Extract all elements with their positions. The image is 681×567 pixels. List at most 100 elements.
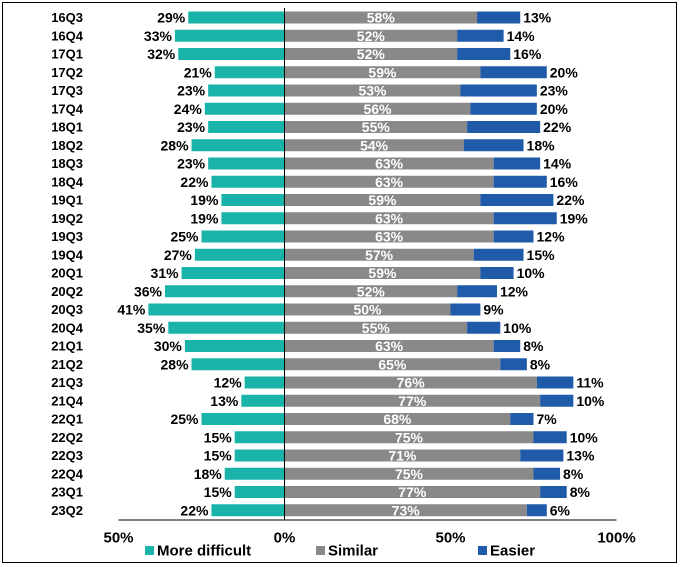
- bar-more-difficult: [184, 340, 285, 352]
- data-label-similar: 53%: [358, 83, 387, 99]
- category-label: 21Q2: [51, 357, 83, 372]
- bar-easier: [493, 157, 541, 170]
- data-label-easier: 8%: [570, 484, 591, 500]
- legend-label: Similar: [328, 543, 378, 560]
- data-label-more-difficult: 18%: [194, 466, 223, 482]
- bar-similar: [284, 48, 458, 60]
- data-label-more-difficult: 25%: [170, 229, 199, 245]
- category-label: 23Q2: [51, 503, 83, 518]
- data-label-more-difficult: 36%: [134, 283, 163, 299]
- bar-more-difficult: [208, 84, 285, 97]
- data-label-similar: 77%: [398, 393, 427, 409]
- legend-label: Easier: [490, 543, 535, 560]
- x-tick-label: 100%: [597, 530, 635, 547]
- data-label-more-difficult: 27%: [164, 247, 193, 263]
- bar-more-difficult: [221, 212, 285, 225]
- bar-more-difficult: [204, 102, 285, 115]
- bar-easier: [533, 431, 567, 444]
- data-label-easier: 18%: [527, 137, 556, 153]
- data-label-easier: 8%: [530, 356, 551, 372]
- category-label: 20Q3: [51, 302, 83, 317]
- bar-easier: [493, 230, 534, 243]
- data-label-more-difficult: 15%: [204, 429, 233, 445]
- data-label-similar: 71%: [388, 448, 417, 464]
- bar-easier: [493, 212, 557, 225]
- bar-easier: [520, 449, 564, 462]
- bar-similar: [284, 175, 494, 188]
- data-label-more-difficult: 28%: [161, 137, 190, 153]
- data-label-more-difficult: 24%: [174, 101, 203, 117]
- bar-similar: [284, 504, 527, 517]
- bar-similar: [284, 486, 541, 498]
- data-label-more-difficult: 23%: [177, 83, 206, 99]
- bar-more-difficult: [148, 303, 285, 316]
- data-label-easier: 12%: [537, 229, 566, 245]
- bar-more-difficult: [164, 285, 285, 298]
- bar-more-difficult: [181, 267, 285, 279]
- bar-easier: [457, 285, 497, 298]
- data-label-easier: 19%: [560, 210, 589, 226]
- bar-more-difficult: [188, 11, 285, 24]
- category-label: 16Q4: [51, 28, 84, 43]
- bar-more-difficult: [221, 194, 285, 206]
- data-label-similar: 73%: [392, 502, 421, 518]
- bar-similar: [284, 11, 478, 24]
- bar-similar: [284, 394, 541, 407]
- category-label: 21Q1: [51, 339, 83, 354]
- bar-more-difficult: [194, 248, 285, 261]
- data-label-more-difficult: 29%: [157, 10, 186, 26]
- bar-similar: [284, 413, 511, 425]
- category-label: 17Q3: [51, 83, 83, 98]
- bar-more-difficult: [191, 358, 285, 371]
- data-label-more-difficult: 15%: [204, 448, 233, 464]
- data-label-similar: 50%: [353, 302, 382, 318]
- bar-similar: [284, 431, 534, 444]
- data-label-easier: 8%: [523, 338, 544, 354]
- data-label-easier: 10%: [576, 393, 605, 409]
- bar-easier: [540, 394, 574, 407]
- bar-similar: [284, 321, 468, 334]
- bar-more-difficult: [168, 321, 285, 334]
- category-label: 23Q1: [51, 485, 83, 500]
- bar-easier: [463, 139, 524, 152]
- data-label-similar: 59%: [368, 192, 397, 208]
- data-label-more-difficult: 31%: [151, 265, 180, 281]
- data-label-similar: 68%: [383, 411, 412, 427]
- bar-similar: [284, 66, 481, 79]
- data-label-similar: 77%: [398, 484, 427, 500]
- bar-similar: [284, 340, 494, 352]
- x-tick-label: 50%: [435, 530, 465, 547]
- data-label-similar: 59%: [368, 64, 397, 80]
- bar-more-difficult: [174, 29, 285, 42]
- category-label: 17Q2: [51, 65, 83, 80]
- data-label-similar: 63%: [375, 338, 404, 354]
- legend-label: More difficult: [157, 543, 251, 560]
- data-label-similar: 55%: [362, 320, 391, 336]
- category-label: 19Q2: [51, 211, 83, 226]
- data-label-similar: 52%: [357, 283, 386, 299]
- data-label-similar: 52%: [357, 46, 386, 62]
- bar-similar: [284, 285, 458, 298]
- category-label: 17Q1: [51, 47, 83, 62]
- data-label-more-difficult: 12%: [214, 375, 243, 391]
- bar-easier: [533, 467, 561, 480]
- data-label-similar: 63%: [375, 210, 404, 226]
- bar-similar: [284, 248, 474, 261]
- category-label: 21Q4: [51, 393, 84, 408]
- bar-easier: [480, 194, 554, 206]
- category-label: 17Q4: [51, 101, 84, 116]
- data-label-easier: 10%: [517, 265, 546, 281]
- bar-easier: [480, 267, 514, 279]
- bar-easier: [470, 102, 537, 115]
- bar-easier: [460, 84, 537, 97]
- category-label: 20Q4: [51, 320, 84, 335]
- data-label-more-difficult: 33%: [144, 28, 173, 44]
- category-label: 21Q3: [51, 375, 83, 390]
- category-label: 19Q3: [51, 229, 83, 244]
- bar-more-difficult: [201, 413, 285, 425]
- category-label: 22Q1: [51, 412, 83, 427]
- data-label-more-difficult: 28%: [161, 356, 190, 372]
- bar-similar: [284, 121, 468, 133]
- data-label-similar: 54%: [360, 137, 389, 153]
